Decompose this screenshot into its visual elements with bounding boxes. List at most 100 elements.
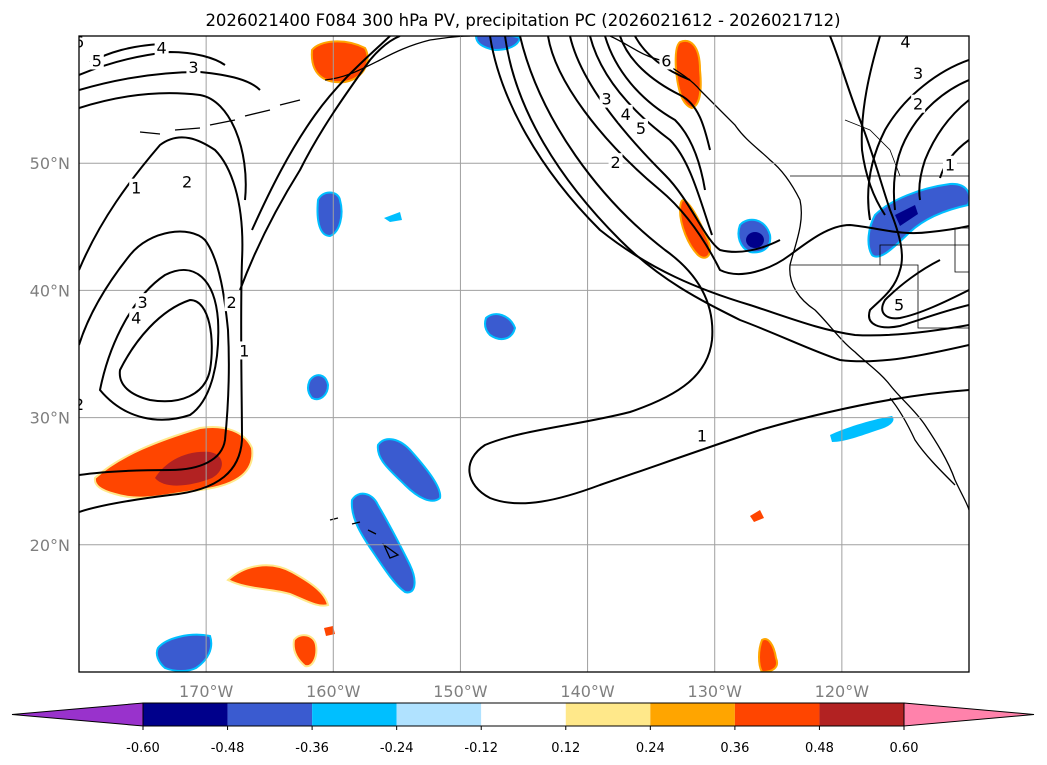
pv-contour <box>547 36 969 275</box>
colorbar-swatch <box>143 703 228 726</box>
pv-contour <box>79 92 247 201</box>
pv-contour-label: 5 <box>894 296 904 315</box>
pv-contour-label: 5 <box>636 119 646 138</box>
precip-negative-region <box>376 438 442 502</box>
longitude-tick-label: 160°W <box>306 682 361 701</box>
pv-contour-label: 3 <box>602 90 612 109</box>
colorbar-tick-label: -0.36 <box>295 741 329 756</box>
colorbar-tick-label: 0.48 <box>805 741 834 756</box>
colorbar-tick-label: -0.12 <box>464 741 498 756</box>
colorbar-tick-label: 0.36 <box>720 741 749 756</box>
pv-contour-label-bg <box>911 64 926 83</box>
coastline-aleutians <box>139 99 301 135</box>
precip-negative-region <box>350 492 416 594</box>
pv-contour <box>118 298 213 403</box>
pv-contour-label: 3 <box>137 293 147 312</box>
precip-positive-region <box>750 510 764 522</box>
pv-contour-label: 4 <box>131 308 141 327</box>
pv-contour-label-bg <box>942 155 957 174</box>
pv-contour-label-bg <box>659 51 674 70</box>
pv-contour-label-bg <box>135 293 150 312</box>
colorbar: -0.60 -0.48 -0.36 -0.24 -0.12 0.12 0.24 0.36 0.4… <box>11 702 1035 756</box>
pv-contour <box>829 36 969 329</box>
colorbar-swatch <box>650 703 735 726</box>
pv-contour-label: 2 <box>610 153 620 172</box>
pv-contour-label-bg <box>599 89 614 108</box>
colorbar-frame <box>142 702 905 727</box>
pv-contour-label-bg <box>79 36 86 51</box>
latitude-tick-label: 30°N <box>30 409 70 428</box>
pv-contour-label-bg <box>154 38 169 57</box>
colorbar-tick-label: -0.60 <box>126 741 160 756</box>
longitude-tick-label: 170°W <box>179 682 234 701</box>
pv-contour <box>79 136 244 513</box>
pv-contour <box>881 259 969 320</box>
pv-contour-label-bg <box>79 394 86 413</box>
latitude-tick-labels: 20°N 30°N 40°N 50°N <box>30 154 70 555</box>
pv-contour-label-bg <box>608 153 623 172</box>
pv-contour <box>504 36 969 363</box>
pv-contour-label: 2 <box>226 293 236 312</box>
colorbar-tick-label: -0.48 <box>211 741 245 756</box>
precip-negative-region <box>830 416 894 442</box>
precip-negative-region <box>384 212 402 222</box>
pv-contour <box>569 36 781 253</box>
colorbar-swatch <box>734 703 820 726</box>
pv-contour <box>867 59 969 221</box>
coastline-alaska <box>324 36 471 81</box>
latitude-tick-label: 20°N <box>30 536 70 555</box>
pv-contour-label: 2 <box>913 95 923 114</box>
pv-contour-label: 6 <box>74 32 84 51</box>
pv-contour-label-bg <box>618 104 633 123</box>
colorbar-swatch <box>396 703 482 726</box>
pv-contour-label: 2 <box>74 395 84 414</box>
colorbar-tick-label: 0.12 <box>551 741 580 756</box>
longitude-tick-label: 140°W <box>560 682 615 701</box>
colorbar-swatch <box>819 703 904 726</box>
pv-contour-label-bg <box>911 94 926 113</box>
pv-contour-label-bg <box>898 36 913 51</box>
precip-positive-region <box>758 638 778 672</box>
precip-negative-region <box>474 36 522 52</box>
pv-contour <box>251 36 391 231</box>
pv-contour <box>604 36 706 191</box>
pv-contour <box>489 36 969 337</box>
precip-negative-region <box>316 191 343 238</box>
figure-title: 2026021400 F084 300 hPa PV, precipitatio… <box>205 11 840 30</box>
precip-negative-regions <box>155 36 969 672</box>
pv-contour <box>892 79 969 211</box>
pv-contour-label: 4 <box>900 32 910 51</box>
pv-contour-label-bg <box>892 295 907 314</box>
colorbar-tick-label: 0.60 <box>890 741 919 756</box>
precip-negative-core <box>746 232 764 248</box>
pv-contour-label: 4 <box>157 39 167 58</box>
longitude-tick-label: 150°W <box>433 682 488 701</box>
pv-contour <box>589 36 713 236</box>
colorbar-tick-label: 0.24 <box>636 741 665 756</box>
pv-contour <box>918 99 969 201</box>
pv-contour <box>468 36 969 505</box>
pv-contour-label: 1 <box>945 156 955 175</box>
pv-contour-label-bg <box>180 172 195 191</box>
pv-contour-label: 1 <box>239 341 249 360</box>
pv-contour-label-bg <box>633 118 648 137</box>
pv-contour <box>619 36 711 151</box>
map-frame <box>78 35 970 673</box>
coastline-baja <box>889 397 956 486</box>
pv-contour-label: 5 <box>92 51 102 70</box>
pv-contour-label: 1 <box>697 427 707 446</box>
precip-negative-region <box>155 633 213 672</box>
colorbar-swatch <box>227 703 313 726</box>
precip-negative-region <box>306 374 330 401</box>
longitude-tick-label: 120°W <box>815 682 870 701</box>
pv-contour-label: 4 <box>621 105 631 124</box>
longitude-tick-labels: 170°W 160°W 150°W 140°W 130°W 120°W <box>179 682 869 701</box>
latitude-tick-label: 50°N <box>30 154 70 173</box>
pv-contour-label: 1 <box>131 179 141 198</box>
pv-contour <box>860 36 886 216</box>
gridlines <box>79 36 969 672</box>
colorbar-tick-label: -0.24 <box>380 741 414 756</box>
